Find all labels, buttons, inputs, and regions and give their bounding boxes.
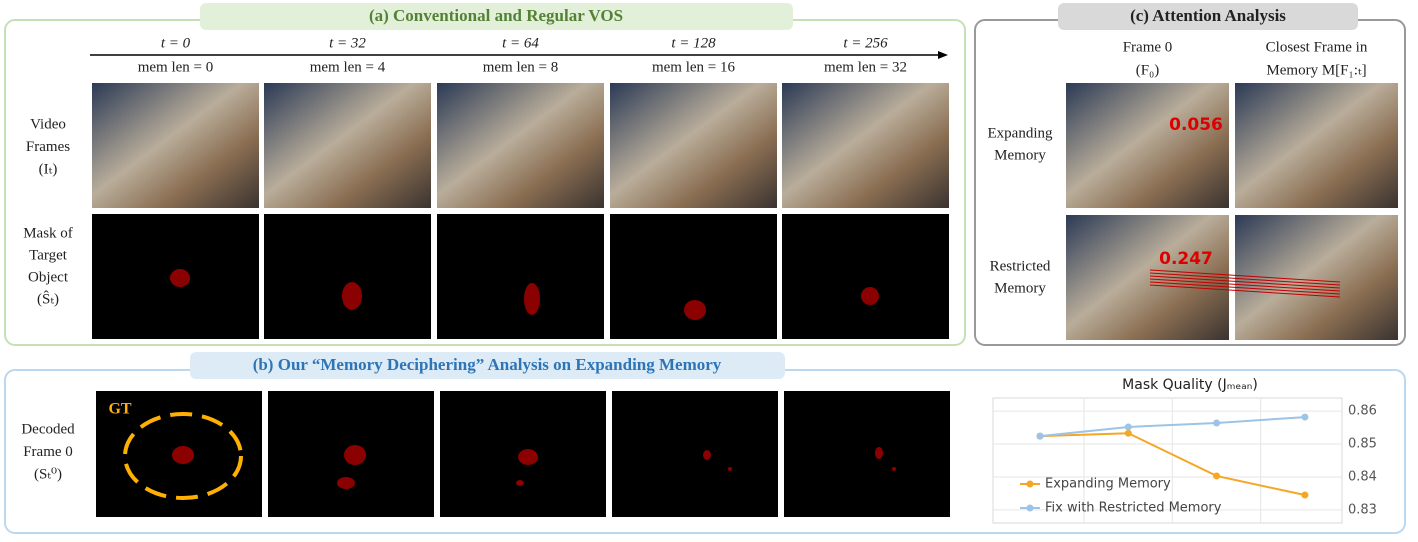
attention-line (1149, 269, 1341, 283)
point (1301, 413, 1309, 421)
time-label: t = 256 (843, 35, 888, 51)
series-line (1039, 416, 1305, 438)
attention-line (1149, 284, 1341, 298)
point (1213, 419, 1221, 427)
mask-blob (518, 449, 538, 465)
mask-blob (172, 446, 194, 464)
label-line: (Ŝₜ) (37, 290, 59, 307)
mask-blob (684, 300, 706, 320)
photo (1066, 215, 1229, 340)
mask (437, 214, 604, 339)
time-label: t = 128 (671, 35, 716, 51)
photo (1235, 215, 1398, 340)
label-line: Frames (26, 139, 70, 155)
label-line: Memory M[F₁:ₜ] (1266, 62, 1366, 78)
mask-blob (344, 445, 366, 465)
mem-label: mem len = 8 (483, 59, 559, 75)
label-line: Video (30, 116, 66, 132)
label-line: Memory (994, 280, 1046, 296)
panel-c-title-bg (1058, 3, 1358, 30)
label-line: Mask of (23, 225, 73, 241)
score: 0.247 (1159, 249, 1213, 269)
mem-label: mem len = 16 (652, 59, 736, 75)
point (1124, 423, 1132, 431)
attention-line (1149, 281, 1341, 295)
mask-blob (728, 467, 732, 471)
panel-b-title-bg (190, 352, 785, 379)
time-label: t = 32 (329, 35, 366, 51)
legend-label: Fix with Restricted Memory (1045, 501, 1222, 516)
label-line: (Iₜ) (39, 161, 58, 177)
legend-dot (1026, 504, 1034, 512)
gt-ellipse (123, 412, 243, 500)
attention-line (1149, 278, 1341, 292)
label-line: Frame 0 (23, 444, 73, 460)
mask (782, 214, 949, 339)
legend-dot (1026, 480, 1034, 488)
time-label: t = 64 (502, 35, 539, 51)
mask (784, 391, 950, 517)
mem-label: mem len = 32 (824, 59, 907, 75)
attention-line (1149, 272, 1341, 286)
label-line: Memory (994, 147, 1046, 163)
mask-blob (170, 269, 190, 287)
label-line: Restricted (990, 258, 1051, 274)
label-line: Closest Frame in (1266, 39, 1368, 55)
mask-blob (524, 283, 540, 315)
mask-blob (875, 447, 883, 459)
mask (612, 391, 778, 517)
chart-title: Mask Quality (Jₘₑₐₙ) (1122, 377, 1258, 393)
gt-label: GT (108, 401, 131, 418)
label-line: (Sₜ⁰) (34, 466, 62, 482)
photo (437, 83, 604, 208)
label-line: Decoded (21, 421, 75, 437)
mask-blob (861, 287, 879, 305)
series-line (1039, 432, 1306, 497)
mask-blob (516, 480, 524, 486)
label-line: Frame 0 (1123, 39, 1173, 55)
point (1036, 432, 1044, 440)
label-line: Target (29, 247, 68, 263)
arrow-head (938, 51, 948, 59)
y-tick-label: 0.86 (1348, 404, 1377, 419)
mask (610, 214, 777, 339)
y-tick-label: 0.84 (1348, 469, 1377, 484)
mem-label: mem len = 4 (310, 59, 386, 75)
panel-a-title: (a) Conventional and Regular VOS (369, 6, 623, 25)
panel-c-title: (c) Attention Analysis (1130, 6, 1286, 25)
photo (610, 83, 777, 208)
panel-a-title-bg (200, 3, 793, 30)
photo (264, 83, 431, 208)
photo (92, 83, 259, 208)
photo (782, 83, 949, 208)
label-line: Expanding (988, 125, 1053, 141)
y-tick-label: 0.85 (1348, 437, 1377, 452)
panel-b-title: (b) Our “Memory Deciphering” Analysis on… (253, 355, 722, 374)
mask-blob (703, 450, 711, 460)
mask-blob (337, 477, 355, 489)
time-label: t = 0 (161, 35, 191, 51)
point (1124, 429, 1132, 437)
label-line: (F₀) (1136, 62, 1160, 78)
mask (264, 214, 431, 339)
photo (1066, 83, 1229, 208)
mask-blob (892, 467, 896, 471)
legend-label: Expanding Memory (1045, 477, 1171, 492)
label-line: Object (28, 269, 69, 285)
point (1301, 491, 1309, 499)
mask-blob (342, 282, 362, 310)
point (1213, 472, 1221, 480)
mem-label: mem len = 0 (138, 59, 214, 75)
attention-line (1149, 275, 1341, 289)
score: 0.056 (1169, 115, 1223, 135)
photo (1235, 83, 1398, 208)
y-tick-label: 0.83 (1348, 502, 1377, 517)
